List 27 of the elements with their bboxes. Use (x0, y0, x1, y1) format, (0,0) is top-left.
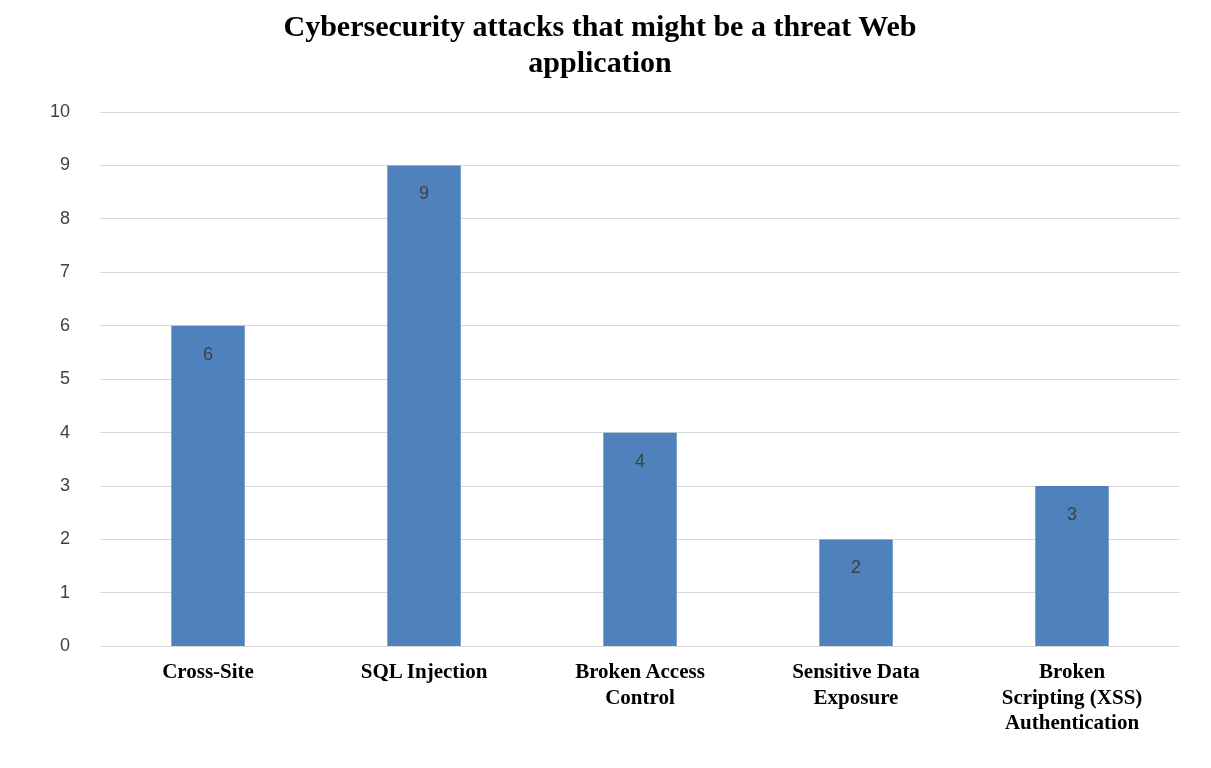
y-tick-label: 4 (60, 421, 71, 442)
bar (819, 539, 893, 646)
y-tick-label: 1 (60, 581, 71, 602)
y-tick-label: 5 (60, 368, 71, 389)
x-tick-label: Broken Access Control (575, 659, 705, 709)
bar (387, 165, 461, 646)
y-tick-label: 7 (60, 261, 71, 282)
y-tick-label: 6 (60, 314, 71, 335)
x-tick-label: SQL Injection (360, 659, 488, 684)
data-label: 3 (1066, 504, 1078, 525)
data-label: 2 (851, 557, 862, 578)
y-tick-label: 8 (60, 207, 71, 228)
x-tick-label: Sensitive Data Exposure (792, 659, 921, 709)
y-tick-label: 10 (49, 100, 71, 121)
bar (603, 432, 677, 646)
y-tick-label: 2 (60, 528, 71, 549)
x-tick-label: Cross-Site (162, 659, 254, 684)
y-tick-label: 0 (60, 635, 71, 656)
x-tick-label: Broken Scripting (XSS) Authentication (1001, 659, 1143, 734)
data-label: 6 (203, 343, 214, 364)
data-label: 9 (419, 183, 430, 204)
bar (171, 325, 245, 646)
y-tick-label: 9 (60, 154, 71, 175)
y-tick-label: 3 (60, 475, 71, 496)
bar (1035, 486, 1109, 646)
data-label: 4 (635, 450, 646, 471)
chart-title: Cybersecurity attacks that might be a threat Web application (283, 8, 917, 78)
